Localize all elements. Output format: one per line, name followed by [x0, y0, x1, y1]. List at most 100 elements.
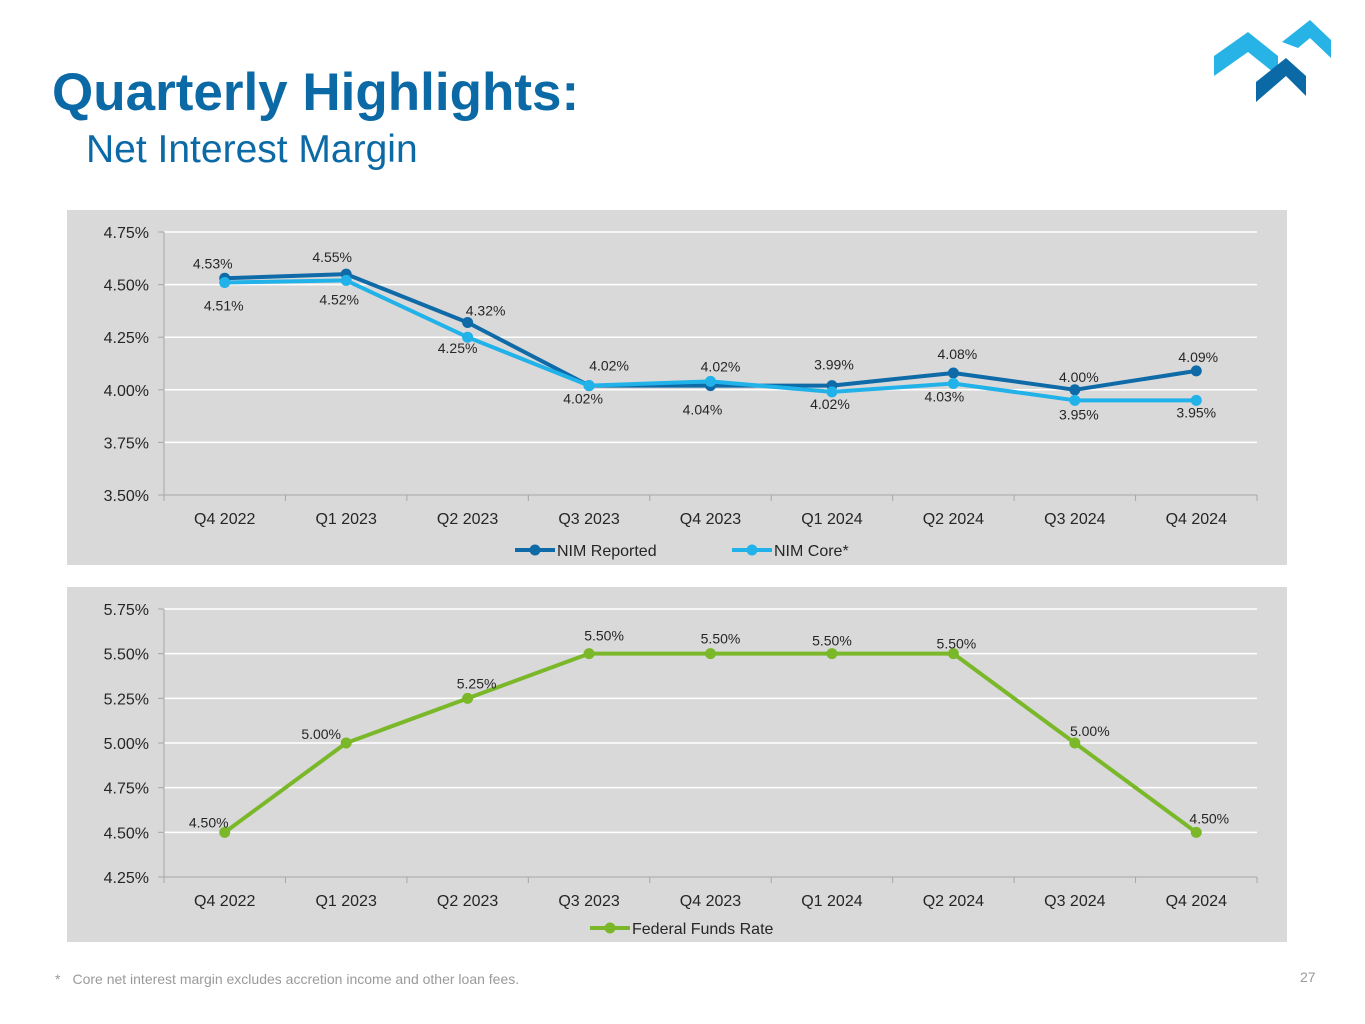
- x-tick-label: Q1 2023: [315, 511, 376, 528]
- x-tick-label: Q1 2023: [315, 893, 376, 910]
- data-label: 4.50%: [1189, 810, 1229, 826]
- data-label: 4.03%: [925, 388, 965, 404]
- x-tick-label: Q4 2023: [680, 511, 741, 528]
- x-tick-label: Q4 2022: [194, 893, 255, 910]
- data-label: 4.02%: [563, 391, 603, 407]
- data-point: [947, 377, 959, 389]
- y-tick-label: 5.25%: [104, 691, 149, 708]
- y-tick-label: 5.75%: [104, 602, 149, 619]
- data-point: [462, 316, 474, 328]
- data-label: 3.99%: [814, 357, 854, 373]
- y-tick-label: 5.00%: [104, 736, 149, 753]
- y-tick-label: 5.50%: [104, 647, 149, 664]
- data-point: [219, 826, 231, 838]
- y-tick-label: 3.50%: [104, 488, 149, 505]
- fed-funds-chart-panel: 4.25% 4.50% 4.75% 5.00% 5.25% 5.50% 5.75% Q4 20…: [67, 587, 1287, 942]
- data-label: 5.25%: [457, 675, 497, 691]
- legend-label: NIM Reported: [557, 543, 657, 560]
- data-label: 5.00%: [1070, 723, 1110, 739]
- page-subtitle: Net Interest Margin: [86, 128, 418, 171]
- x-tick-label: Q2 2023: [437, 511, 498, 528]
- data-label: 4.52%: [319, 291, 359, 307]
- x-tick-label: Q1 2024: [801, 893, 862, 910]
- data-point: [1190, 394, 1202, 406]
- data-label: 5.50%: [937, 636, 977, 652]
- data-point: [826, 386, 838, 398]
- data-point: [583, 648, 595, 660]
- y-tick-label: 4.25%: [104, 330, 149, 347]
- data-point: [1069, 737, 1081, 749]
- y-tick-label: 4.75%: [104, 225, 149, 242]
- company-logo: [1214, 20, 1331, 102]
- data-label: 4.02%: [701, 359, 741, 375]
- y-tick-label: 4.00%: [104, 383, 149, 400]
- x-tick-label: Q2 2023: [437, 893, 498, 910]
- data-point: [340, 737, 352, 749]
- y-tick-label: 3.75%: [104, 435, 149, 452]
- data-label: 4.04%: [683, 401, 723, 417]
- data-label: 4.02%: [810, 396, 850, 412]
- data-label: 4.25%: [438, 340, 478, 356]
- x-tick-label: Q3 2024: [1044, 893, 1105, 910]
- legend-label: Federal Funds Rate: [632, 921, 774, 938]
- data-point: [705, 648, 716, 660]
- x-tick-label: Q1 2024: [801, 511, 862, 528]
- legend-marker: [529, 544, 541, 556]
- data-label: 4.53%: [193, 255, 233, 271]
- x-tick-label: Q4 2022: [194, 511, 255, 528]
- x-tick-label: Q2 2024: [923, 511, 984, 528]
- data-point: [219, 276, 231, 288]
- fed-funds-chart: 4.25% 4.50% 4.75% 5.00% 5.25% 5.50% 5.75% Q4 20…: [104, 602, 1258, 938]
- page-title: Quarterly Highlights:: [52, 63, 580, 122]
- data-point: [947, 648, 959, 660]
- legend-marker: [746, 544, 758, 556]
- logo-shape-top: [1282, 20, 1331, 58]
- data-label: 4.51%: [204, 297, 244, 313]
- data-label: 5.50%: [812, 633, 852, 649]
- data-label: 5.50%: [701, 631, 741, 647]
- x-tick-label: Q4 2024: [1166, 893, 1227, 910]
- data-label: 4.00%: [1059, 369, 1099, 385]
- data-label: 5.50%: [584, 628, 624, 644]
- footnote-text: Core net interest margin excludes accret…: [72, 971, 520, 987]
- data-label: 4.55%: [312, 249, 352, 265]
- data-point: [462, 331, 474, 343]
- page-number: 27: [1300, 969, 1316, 985]
- x-tick-label: Q3 2023: [558, 893, 619, 910]
- data-label: 4.08%: [938, 346, 978, 362]
- data-label: 5.00%: [301, 726, 341, 742]
- data-label: 3.95%: [1059, 406, 1099, 422]
- y-tick-label: 4.50%: [104, 825, 149, 842]
- data-point: [1190, 365, 1202, 377]
- nim-chart-panel: 3.50% 3.75% 4.00% 4.25% 4.50% 4.75% Q4 2022 Q1 …: [67, 210, 1287, 565]
- data-label: 4.09%: [1178, 349, 1218, 365]
- x-tick-label: Q4 2024: [1166, 511, 1227, 528]
- footnote-marker: *: [55, 971, 61, 987]
- x-tick-label: Q4 2023: [680, 893, 741, 910]
- data-point: [1190, 826, 1202, 838]
- x-tick-label: Q3 2024: [1044, 511, 1105, 528]
- data-point: [1069, 384, 1081, 396]
- data-label: 4.50%: [189, 814, 229, 830]
- logo-shape-left: [1214, 32, 1278, 76]
- x-tick-label: Q2 2024: [923, 893, 984, 910]
- data-label: 4.32%: [466, 302, 506, 318]
- data-point: [340, 274, 352, 286]
- y-tick-label: 4.75%: [104, 781, 149, 798]
- data-point: [826, 648, 838, 660]
- nim-chart: 3.50% 3.75% 4.00% 4.25% 4.50% 4.75% Q4 2022 Q1 …: [104, 225, 1258, 560]
- legend-marker: [604, 922, 616, 934]
- data-label: 4.02%: [589, 358, 629, 374]
- footnote: * Core net interest margin excludes accre…: [55, 971, 519, 987]
- data-label: 3.95%: [1176, 404, 1216, 420]
- y-tick-label: 4.50%: [104, 278, 149, 295]
- y-tick-label: 4.25%: [104, 870, 149, 887]
- data-point: [583, 380, 595, 392]
- data-point: [705, 375, 716, 387]
- data-point: [1069, 394, 1081, 406]
- x-tick-label: Q3 2023: [558, 511, 619, 528]
- data-point: [462, 692, 474, 704]
- data-point: [947, 367, 959, 379]
- legend-label: NIM Core*: [774, 543, 849, 560]
- logo-shape-bottom: [1256, 58, 1306, 102]
